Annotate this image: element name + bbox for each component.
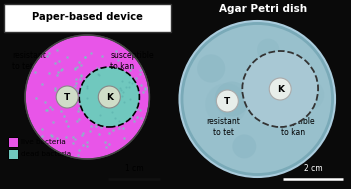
Text: susceptible
to kan: susceptible to kan — [110, 51, 154, 71]
Circle shape — [98, 86, 120, 108]
Text: resistant
to tet: resistant to tet — [12, 51, 46, 71]
Text: resistant
to tet: resistant to tet — [206, 117, 240, 137]
Circle shape — [216, 90, 238, 112]
Text: 1 cm: 1 cm — [125, 164, 144, 173]
Circle shape — [242, 51, 318, 127]
Circle shape — [294, 80, 324, 110]
Bar — [8, 149, 18, 159]
Text: K: K — [106, 92, 113, 101]
Circle shape — [183, 25, 331, 173]
FancyBboxPatch shape — [4, 4, 172, 32]
Circle shape — [214, 81, 250, 117]
Text: Agar Petri dish: Agar Petri dish — [219, 4, 307, 14]
Circle shape — [205, 83, 247, 125]
Circle shape — [257, 39, 279, 61]
Circle shape — [56, 86, 78, 108]
Text: K: K — [277, 84, 284, 94]
Text: live bacteria: live bacteria — [21, 139, 66, 145]
Text: susceptible
to kan: susceptible to kan — [271, 117, 315, 137]
Text: dead bacteria: dead bacteria — [21, 151, 71, 157]
Circle shape — [25, 35, 150, 159]
Text: T: T — [224, 97, 231, 105]
Bar — [8, 137, 18, 147]
Text: 2 cm: 2 cm — [304, 164, 323, 173]
Circle shape — [197, 54, 225, 83]
Circle shape — [179, 21, 335, 177]
Circle shape — [232, 134, 256, 158]
Circle shape — [79, 67, 139, 127]
Text: T: T — [64, 92, 70, 101]
Text: Paper-based device: Paper-based device — [32, 12, 143, 22]
Circle shape — [269, 78, 291, 100]
